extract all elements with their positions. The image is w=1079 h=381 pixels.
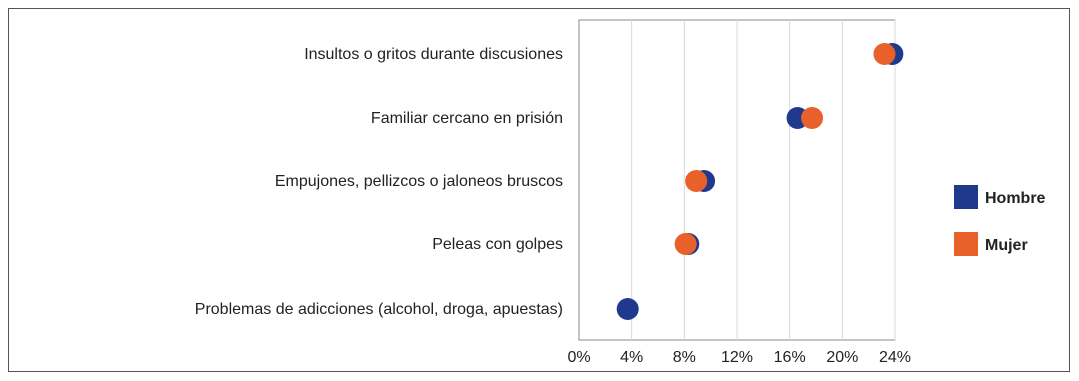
data-point-mujer — [674, 233, 697, 255]
x-tick-label: 24% — [879, 349, 911, 366]
legend-swatch-mujer — [954, 232, 978, 256]
category-label: Insultos o gritos durante discusiones — [304, 46, 563, 63]
legend-label-hombre: Hombre — [985, 190, 1046, 207]
category-label: Peleas con golpes — [432, 236, 563, 253]
legend: Hombre Mujer — [954, 185, 1046, 256]
x-tick-label: 20% — [826, 349, 858, 366]
category-label: Familiar cercano en prisión — [371, 110, 563, 127]
x-tick-label: 0% — [567, 349, 590, 366]
data-point-mujer — [873, 43, 896, 65]
x-tick-label: 4% — [620, 349, 643, 366]
gridlines — [631, 20, 896, 340]
x-tick-label: 16% — [774, 349, 806, 366]
category-label: Empujones, pellizcos o jaloneos bruscos — [275, 173, 563, 190]
data-point-hombre — [616, 298, 639, 320]
x-tick-label: 8% — [673, 349, 696, 366]
category-labels: Insultos o gritos durante discusiones Fam… — [195, 46, 563, 318]
data-point-mujer — [685, 170, 708, 192]
data-points — [616, 43, 904, 320]
category-label: Problemas de adicciones (alcohol, droga,… — [195, 301, 563, 318]
data-point-mujer — [801, 107, 824, 129]
x-axis-tick-labels: 0% 4% 8% 12% 16% 20% 24% — [567, 349, 911, 366]
legend-swatch-hombre — [954, 185, 978, 209]
legend-label-mujer: Mujer — [985, 237, 1028, 254]
x-tick-label: 12% — [721, 349, 753, 366]
